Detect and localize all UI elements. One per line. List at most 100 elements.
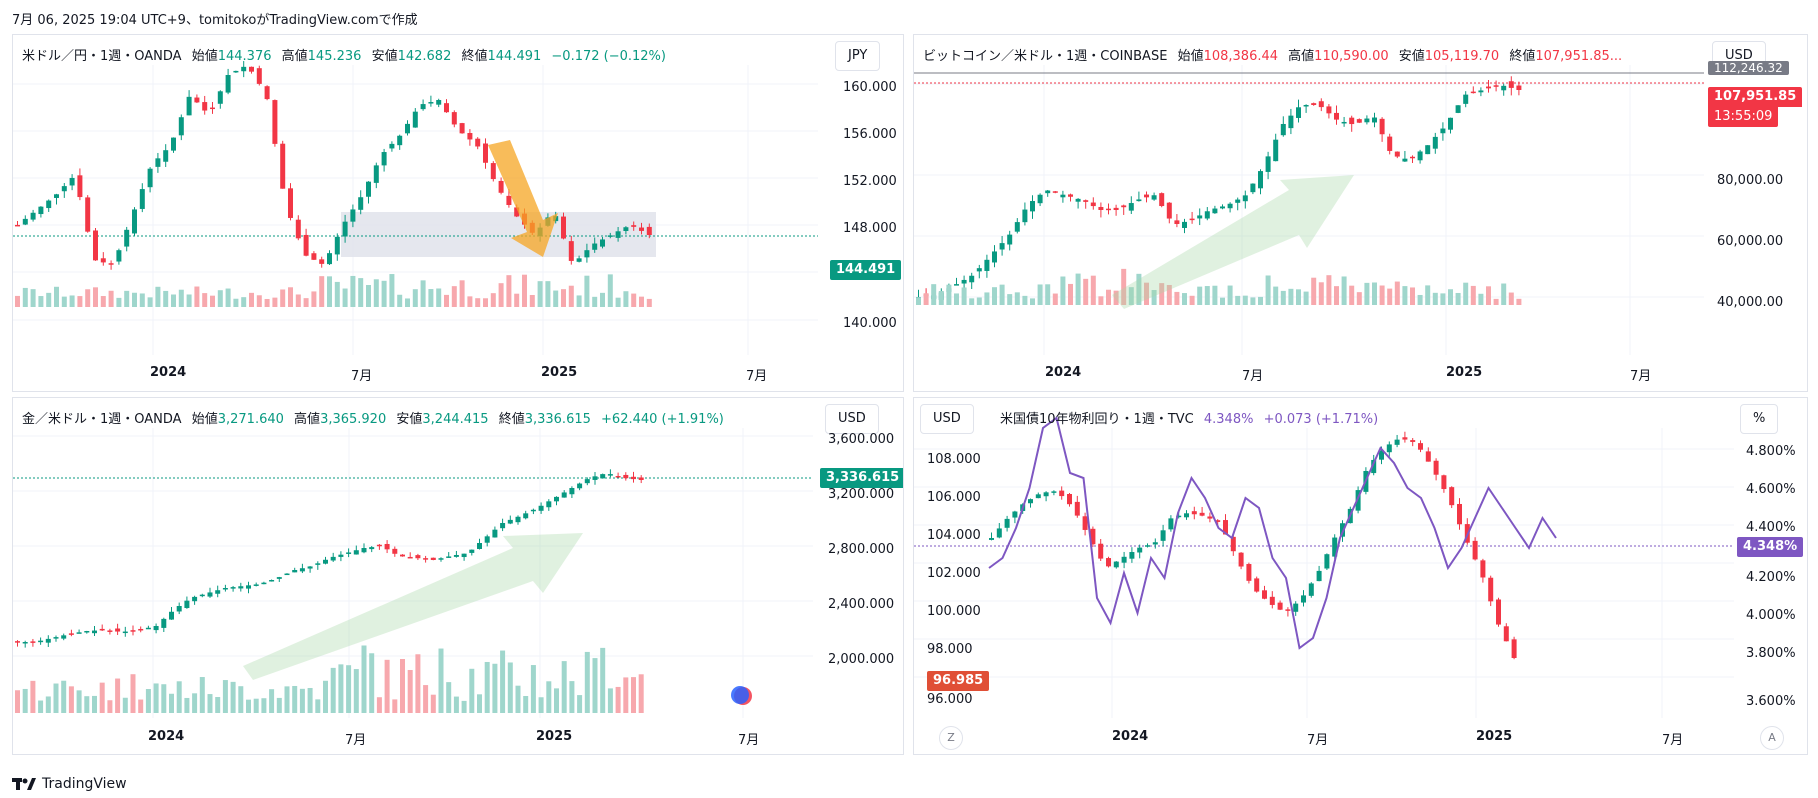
auto-scale-button[interactable]: A (1760, 726, 1784, 750)
left-currency-button[interactable]: USD (920, 404, 974, 434)
candle-body (631, 225, 637, 227)
volume-bar (444, 294, 449, 307)
volume-bar (46, 292, 52, 307)
volume-bar (1379, 285, 1385, 305)
candle-body (1090, 202, 1096, 207)
candle-body (639, 227, 644, 231)
candle-body (1098, 206, 1104, 210)
candle-body (1516, 85, 1522, 90)
candle-body (584, 250, 590, 258)
currency-button[interactable]: JPY (835, 41, 881, 71)
candle-body (538, 505, 544, 511)
candle-body (428, 102, 434, 104)
volume-bar (946, 284, 952, 305)
volume-bar (1022, 295, 1028, 305)
candle-body (600, 239, 605, 247)
candle-body (1303, 105, 1309, 107)
volume-bar (1014, 292, 1020, 305)
candle-body (1074, 501, 1080, 516)
candle-body (1470, 91, 1476, 94)
candle-body (1083, 200, 1089, 202)
volume-bar (392, 699, 398, 713)
candle-body (1441, 475, 1447, 490)
candle-body (984, 259, 990, 271)
us10y-panel[interactable]: USD 米国債10年物利回り・1週・TVC 4.348% +0.073 (+1.… (913, 397, 1808, 755)
candle-body (1220, 206, 1225, 209)
candle-body (453, 555, 459, 557)
candle-body (1129, 552, 1135, 559)
candle-body (1386, 444, 1392, 453)
xauusd-panel[interactable]: 金／米ドル・1週・OANDA 始値3,271.640 高値3,365.920 安… (12, 397, 904, 755)
candle-body (327, 253, 332, 265)
volume-bar (423, 685, 429, 713)
candle-body (256, 68, 262, 84)
candle-body (1488, 577, 1494, 602)
volume-bar (522, 274, 527, 307)
symbol-name: 金／米ドル・1週・OANDA (22, 412, 182, 427)
volume-bar (115, 678, 121, 713)
candle-body (46, 200, 52, 209)
candle-body (415, 555, 421, 559)
volume-bar (554, 688, 559, 713)
candle-body (207, 592, 213, 597)
xauusd-legend: 金／米ドル・1週・OANDA 始値3,271.640 高値3,365.920 安… (22, 412, 724, 427)
candle-body (1318, 101, 1324, 108)
candle-body (215, 590, 221, 594)
candle-body (1242, 195, 1248, 202)
candle-body (1308, 583, 1314, 596)
volume-bar (490, 293, 496, 307)
btcusd-chart[interactable] (914, 35, 1807, 391)
currency-button[interactable]: USD (825, 404, 879, 434)
candle-body (272, 100, 278, 144)
candle-body (222, 588, 228, 590)
candle-body (546, 501, 552, 508)
candle-body (225, 75, 231, 93)
candle-body (1223, 520, 1228, 535)
candle-body (1145, 545, 1150, 547)
volume-bar (1235, 295, 1241, 305)
candle-body (1197, 215, 1203, 219)
volume-bar (361, 645, 367, 713)
xauusd-chart[interactable] (13, 398, 903, 754)
candle-body (61, 186, 67, 192)
btcusd-panel[interactable]: ビットコイン／米ドル・1週・COINBASE 始値108,386.44 高値11… (913, 34, 1808, 392)
volume-bar (176, 681, 182, 713)
candle-body (1012, 511, 1018, 518)
volume-bar (467, 296, 473, 307)
usdjpy-panel[interactable]: 米ドル／円・1週・OANDA 始値144.376 高値145.236 安値142… (12, 34, 904, 392)
time-tick: 2024 (150, 365, 187, 380)
volume-bar (530, 665, 536, 713)
right-unit-button[interactable]: % (1740, 404, 1779, 434)
candle-body (561, 492, 567, 498)
time-tick: 7月 (345, 733, 367, 748)
candle-body (153, 626, 159, 631)
candle-body (299, 568, 305, 572)
footer: TradingView (12, 776, 127, 792)
candle-body (1463, 94, 1469, 104)
volume-bar (1128, 287, 1134, 305)
auto-scale-left-button[interactable]: Z (939, 726, 963, 750)
volume-bar (22, 688, 28, 713)
candle-body (22, 218, 28, 225)
candle-body (122, 631, 128, 634)
candle-body (1402, 158, 1408, 162)
volume-bar (54, 286, 59, 307)
volume-bar (295, 294, 301, 307)
candle-body (1448, 117, 1453, 130)
volume-bar (38, 296, 44, 307)
candle-body (1014, 222, 1020, 232)
right-tick: 4.200% (1746, 570, 1796, 585)
candle-body (467, 132, 473, 140)
us10y-chart[interactable] (914, 398, 1807, 754)
usdjpy-chart[interactable] (13, 35, 903, 391)
volume-bar (1387, 288, 1393, 305)
candle-body (1265, 156, 1271, 172)
volume-bar (1106, 289, 1111, 305)
candle-body (1230, 536, 1236, 552)
candle-body (1235, 199, 1241, 203)
candle-body (976, 268, 982, 272)
volume-bar (178, 289, 184, 307)
candle-body (1285, 609, 1291, 611)
volume-bar (292, 685, 298, 713)
candle-body (1204, 211, 1210, 219)
